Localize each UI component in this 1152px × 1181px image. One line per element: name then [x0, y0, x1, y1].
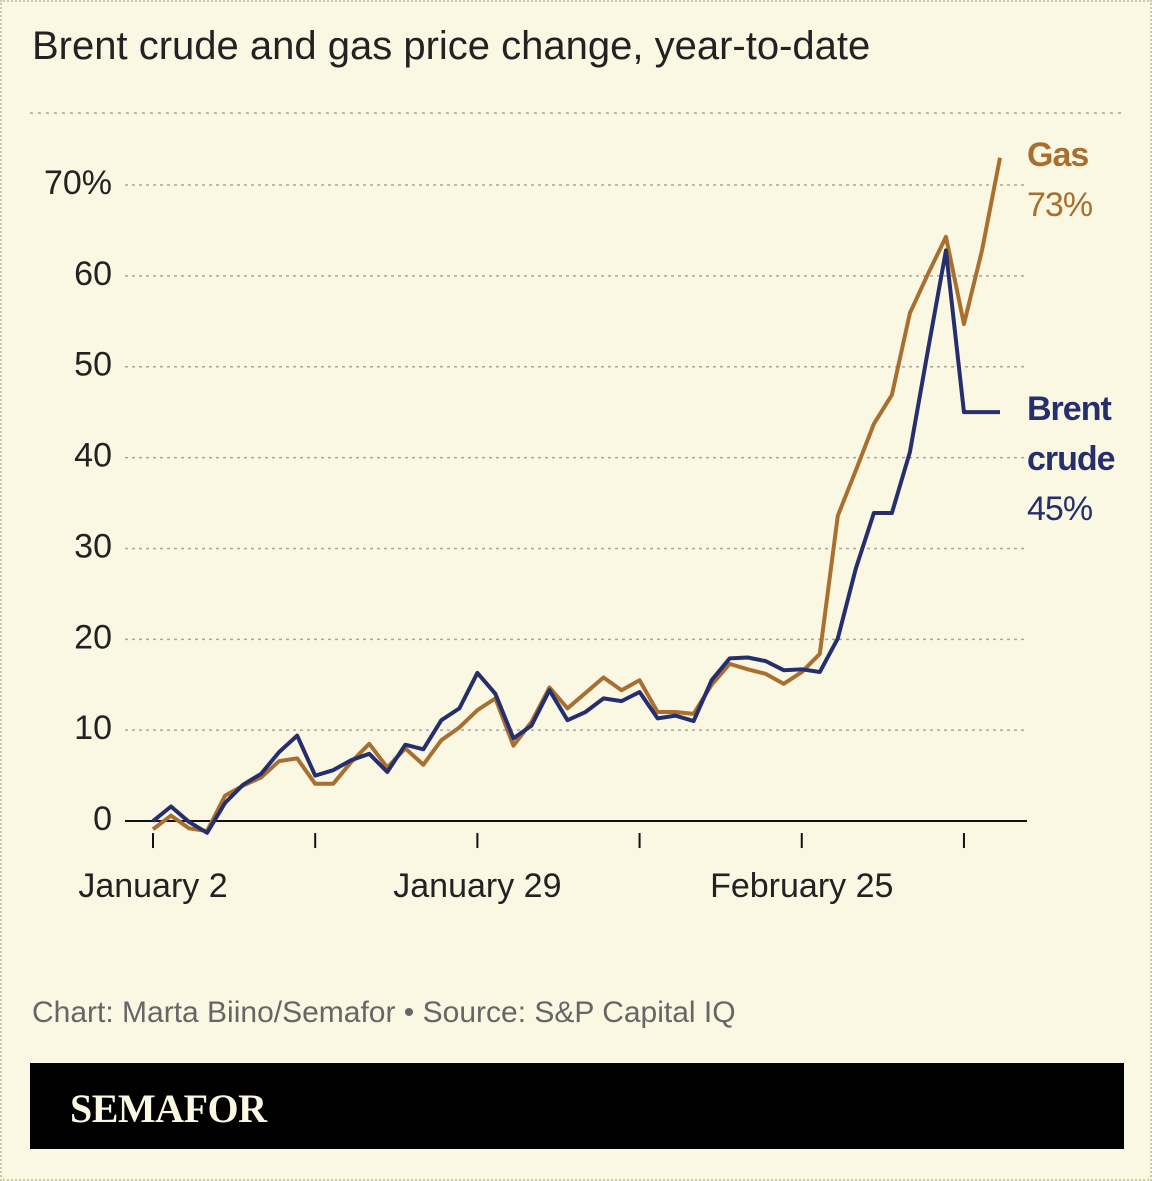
series-line — [151, 157, 1002, 834]
y-tick-label: 30 — [74, 527, 112, 565]
y-tick-label: 50 — [74, 346, 112, 384]
series-label: Gas 73% — [1027, 130, 1149, 230]
y-tick-label: 60 — [74, 255, 112, 293]
end-value-label: 45% — [1027, 490, 1093, 529]
y-tick-label: 20 — [74, 618, 112, 656]
brand-bar: SEMAFOR — [30, 1063, 1124, 1149]
credit: Chart: Marta Biino/Semafor • Source: S&P… — [32, 996, 736, 1029]
title: Brent crude and gas price change, year-t… — [32, 24, 871, 68]
y-tick-label: 70% — [44, 164, 112, 202]
x-tick-label: January 29 — [393, 867, 561, 905]
x-tick-label: February 25 — [710, 867, 893, 905]
y-tick-label: 10 — [74, 709, 112, 747]
brand: SEMAFOR — [70, 1086, 267, 1131]
x-tick-label: January 2 — [78, 867, 227, 905]
series-name: Gas — [1027, 135, 1089, 174]
series-name: Brent crude — [1027, 390, 1116, 479]
chart: 0 10 20 30 40 50 60 70% January 2 January 29 Febru… — [30, 112, 1124, 905]
y-tick-label: 40 — [74, 437, 112, 475]
series-label: Brent crude 45% — [1027, 384, 1149, 534]
end-value-label: 73% — [1027, 185, 1093, 224]
series-line — [151, 248, 1000, 835]
y-tick-label: 0 — [93, 800, 112, 838]
